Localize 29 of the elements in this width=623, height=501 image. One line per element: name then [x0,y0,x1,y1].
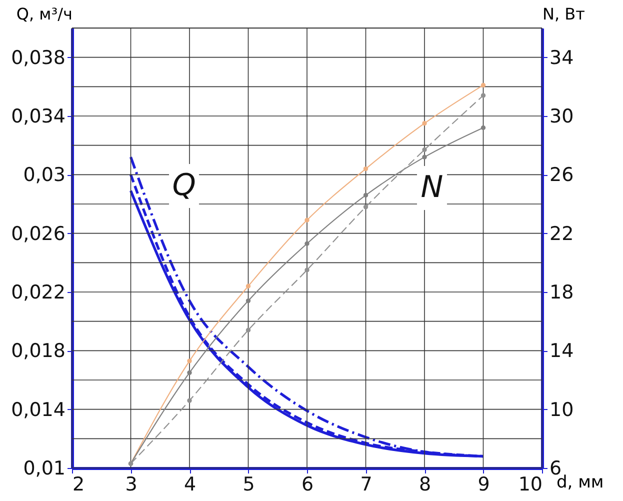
x-tick-label: 10 [518,474,542,496]
x-tick-label: 8 [418,474,432,496]
x-tick-label: 2 [72,474,85,496]
x-tick-label: 7 [360,474,372,496]
y2-tick-label: 26 [550,164,574,186]
x-tick-label: 3 [125,474,138,496]
x-tick-label: 5 [242,474,255,496]
y2-tick-label: 30 [550,106,574,128]
y-tick-label: 0,038 [11,46,66,69]
y2-tick-label: 34 [550,46,574,69]
y-tick-label: 0,01 [23,458,66,480]
y2-tick-label: 22 [550,222,574,245]
y-tick-label: 0,03 [23,164,66,186]
y-axis-title: Q, м³/ч [16,4,72,24]
annotation: Q [172,168,196,203]
y2-tick-label: 14 [550,340,574,362]
x-tick-label: 6 [301,474,314,496]
annotation: N [420,170,444,205]
y2-tick-label: 6 [550,458,562,480]
x-tick-label: 4 [184,474,196,496]
y-tick-label: 0,022 [11,282,66,304]
y2-tick-label: 18 [550,282,574,304]
y-tick-label: 0,026 [11,222,66,245]
x-tick-label: 9 [478,474,490,496]
y-tick-label: 0,034 [11,106,66,128]
y-tick-label: 0,014 [11,398,66,421]
y2-axis-title: N, Вт [542,4,585,24]
y2-tick-label: 10 [550,398,574,421]
y-tick-label: 0,018 [11,340,66,362]
